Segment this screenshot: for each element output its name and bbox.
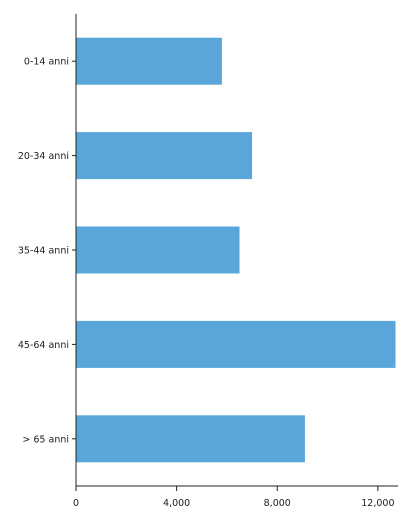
y-tick-label-1: 0-14 anni xyxy=(24,57,69,68)
bars-layer xyxy=(76,37,396,463)
bar-5 xyxy=(76,415,305,463)
x-tick-label-4: 12,000 xyxy=(361,498,394,509)
x-tick-label-2: 4,000 xyxy=(163,498,190,509)
y-tick-label-4: 45-64 anni xyxy=(18,340,69,351)
bar-4 xyxy=(76,320,396,368)
labels-layer: 0-14 anni 20-34 anni 35-44 anni 45-64 anni >… xyxy=(18,57,395,509)
bar-2 xyxy=(76,132,253,180)
y-tick-label-3: 35-44 anni xyxy=(18,246,69,257)
y-tick-label-5: > 65 anni xyxy=(22,434,69,445)
bar-3 xyxy=(76,226,240,274)
x-tick-label-1: 0 xyxy=(73,498,79,509)
bar-1 xyxy=(76,37,222,85)
y-tick-label-2: 20-34 anni xyxy=(18,151,69,162)
axes-layer xyxy=(72,14,398,491)
x-tick-label-3: 8,000 xyxy=(264,498,291,509)
